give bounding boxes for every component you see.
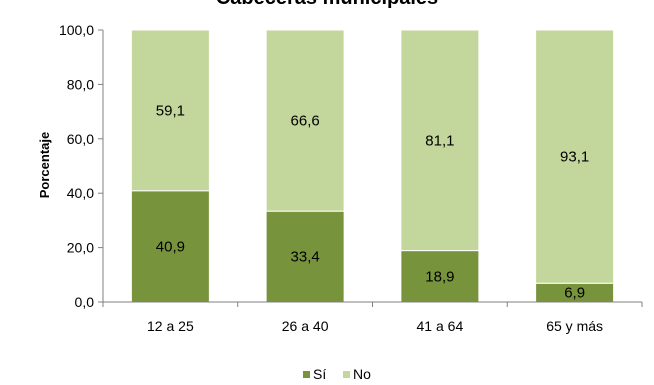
data-label: 93,1 (560, 149, 589, 166)
bars (130, 29, 615, 303)
x-tick-label: 12 a 25 (147, 318, 194, 334)
y-tick-label: 20,0 (67, 240, 94, 256)
bar-no (535, 29, 615, 284)
x-tick-label: 65 y más (546, 318, 603, 334)
legend-label: Sí (313, 366, 326, 382)
x-axis: 12 a 25 26 a 40 41 a 64 65 y más (102, 301, 643, 334)
y-tick-label: 60,0 (67, 131, 94, 147)
legend-swatch-no (343, 371, 350, 378)
y-axis-label: Porcentaje (37, 132, 52, 198)
y-axis: 0,0 20,0 40,0 60,0 80,0 100,0 (59, 22, 104, 310)
data-label: 18,9 (425, 268, 454, 285)
x-tick-label: 26 a 40 (282, 318, 329, 334)
legend-label: No (353, 366, 371, 382)
data-label: 6,9 (564, 285, 585, 302)
y-tick-label: 80,0 (67, 76, 94, 92)
x-tick-label: 41 a 64 (417, 318, 464, 334)
data-label: 59,1 (156, 102, 185, 119)
chart-title: Cabeceras municipales (216, 0, 438, 9)
bar-no (400, 29, 480, 252)
bar-si (265, 210, 345, 303)
legend-swatch-si (303, 371, 310, 378)
data-label: 81,1 (425, 132, 454, 149)
y-tick-label: 40,0 (67, 185, 94, 201)
data-label: 66,6 (291, 113, 320, 130)
data-label: 40,9 (156, 238, 185, 255)
legend: Sí No (303, 366, 371, 382)
bar-si (400, 250, 480, 303)
bar-no (265, 29, 345, 212)
data-labels: 40,9 59,1 33,4 66,6 18,9 81,1 6,9 93,1 (156, 102, 589, 301)
bar-no (130, 29, 210, 192)
data-label: 33,4 (291, 249, 320, 266)
y-tick-label: 0,0 (75, 294, 95, 310)
y-tick-label: 100,0 (59, 22, 94, 38)
